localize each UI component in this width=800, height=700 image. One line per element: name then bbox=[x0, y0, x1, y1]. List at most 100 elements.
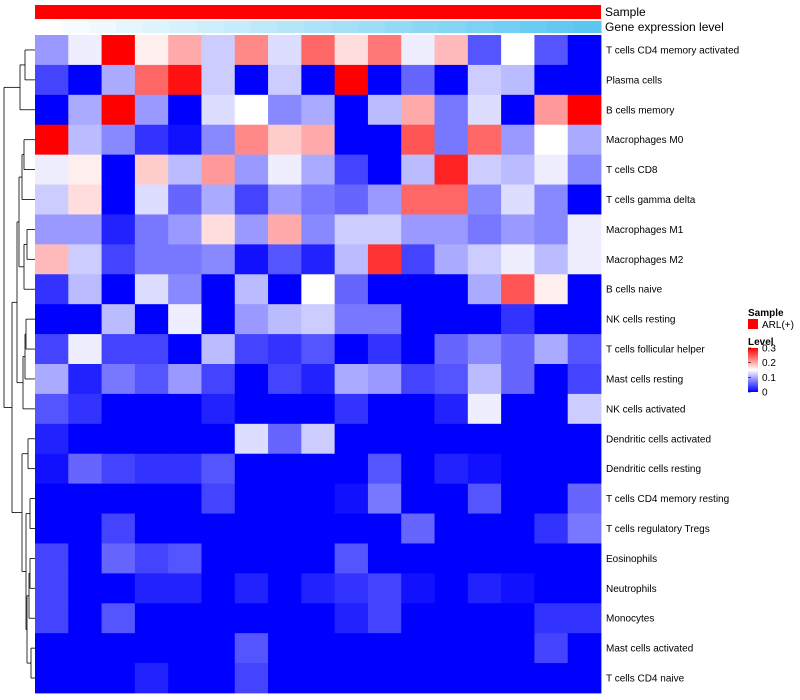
heatmap-cell bbox=[134, 154, 169, 185]
heatmap-cell bbox=[334, 244, 369, 275]
row-label: T cells regulatory Tregs bbox=[606, 524, 710, 535]
heatmap-cell bbox=[467, 124, 502, 156]
heatmap-cell bbox=[501, 184, 535, 215]
heatmap-cell bbox=[534, 334, 569, 365]
heatmap-cell bbox=[567, 633, 602, 664]
heatmap-cell bbox=[134, 334, 169, 365]
heatmap-cell bbox=[101, 94, 136, 126]
heatmap-cell bbox=[434, 423, 469, 455]
heatmap-cell bbox=[168, 393, 202, 425]
heatmap-cell bbox=[567, 35, 602, 66]
heatmap-cell bbox=[401, 543, 435, 574]
heatmap-cell bbox=[268, 603, 302, 634]
heatmap-cell bbox=[134, 184, 169, 215]
heatmap-cell bbox=[334, 633, 369, 664]
heatmap-cell bbox=[268, 513, 302, 544]
heatmap-cell bbox=[334, 154, 369, 185]
track-expression-cell bbox=[277, 21, 306, 33]
heatmap-cell bbox=[567, 513, 602, 544]
heatmap-cell bbox=[268, 274, 302, 305]
heatmap-cell bbox=[68, 423, 102, 455]
heatmap-cell bbox=[501, 423, 535, 455]
heatmap-cell bbox=[367, 124, 402, 156]
heatmap-cell bbox=[35, 274, 69, 305]
heatmap-cell bbox=[401, 633, 435, 664]
heatmap-cell bbox=[301, 393, 336, 425]
heatmap-cell bbox=[234, 214, 269, 245]
heatmap-cell bbox=[467, 304, 502, 335]
heatmap-cell bbox=[35, 543, 69, 574]
heatmap-cell bbox=[168, 603, 202, 634]
heatmap-cell bbox=[35, 573, 69, 604]
heatmap-cell bbox=[68, 393, 102, 425]
heatmap-cell bbox=[134, 603, 169, 634]
track-expression-cell bbox=[223, 21, 252, 33]
heatmap-cell bbox=[567, 214, 602, 245]
heatmap-cell bbox=[201, 364, 236, 395]
heatmap-cell bbox=[68, 483, 102, 514]
heatmap-cell bbox=[467, 154, 502, 185]
heatmap-cell bbox=[201, 633, 236, 664]
track-expression-cell bbox=[250, 21, 279, 33]
heatmap-cell bbox=[268, 483, 302, 514]
heatmap-cell bbox=[367, 573, 402, 604]
heatmap-cell bbox=[201, 124, 236, 156]
heatmap-cell bbox=[134, 304, 169, 335]
heatmap-cell bbox=[501, 64, 535, 96]
heatmap-cell bbox=[35, 35, 69, 66]
heatmap-cell bbox=[35, 364, 69, 395]
heatmap-cell bbox=[168, 64, 202, 96]
heatmap-cell bbox=[567, 304, 602, 335]
heatmap-cell bbox=[467, 214, 502, 245]
heatmap-cell bbox=[567, 184, 602, 215]
heatmap-cell bbox=[35, 124, 69, 156]
heatmap-cell bbox=[367, 663, 402, 694]
heatmap-cell bbox=[268, 64, 302, 96]
heatmap-cell bbox=[301, 663, 336, 694]
heatmap-cell bbox=[234, 304, 269, 335]
heatmap-cell bbox=[68, 334, 102, 365]
heatmap-cell bbox=[567, 453, 602, 485]
row-label: T cells CD4 memory resting bbox=[606, 494, 729, 505]
heatmap-cell bbox=[268, 393, 302, 425]
row-label: Eosinophils bbox=[606, 554, 657, 565]
heatmap-cell bbox=[234, 64, 269, 96]
heatmap-cell bbox=[401, 184, 435, 215]
track-expression-cell bbox=[61, 21, 90, 33]
track-expression-cell bbox=[169, 21, 198, 33]
heatmap-cell bbox=[534, 423, 569, 455]
heatmap-cell bbox=[367, 633, 402, 664]
heatmap-cell bbox=[467, 244, 502, 275]
heatmap-cell bbox=[35, 423, 69, 455]
heatmap-cell bbox=[134, 244, 169, 275]
heatmap-cell bbox=[201, 483, 236, 514]
row-label: Macrophages M2 bbox=[606, 255, 684, 266]
heatmap-cell bbox=[268, 543, 302, 574]
heatmap-cell bbox=[434, 453, 469, 485]
heatmap-cell bbox=[268, 573, 302, 604]
heatmap-cells bbox=[35, 35, 602, 694]
heatmap-cell bbox=[467, 543, 502, 574]
track-expression-cell bbox=[493, 21, 521, 33]
heatmap-cell bbox=[35, 244, 69, 275]
heatmap-cell bbox=[101, 124, 136, 156]
heatmap-cell bbox=[501, 154, 535, 185]
heatmap-cell bbox=[201, 573, 236, 604]
heatmap-cell bbox=[134, 364, 169, 395]
heatmap-cell bbox=[201, 94, 236, 126]
heatmap-cell bbox=[501, 543, 535, 574]
heatmap-cell bbox=[201, 423, 236, 455]
heatmap-cell bbox=[367, 423, 402, 455]
heatmap-cell bbox=[467, 603, 502, 634]
heatmap-cell bbox=[501, 124, 535, 156]
heatmap-cell bbox=[367, 154, 402, 185]
heatmap-cell bbox=[201, 334, 236, 365]
heatmap-cell bbox=[134, 573, 169, 604]
heatmap-cell bbox=[467, 423, 502, 455]
heatmap-cell bbox=[134, 94, 169, 126]
heatmap-cell bbox=[334, 513, 369, 544]
heatmap-cell bbox=[301, 274, 336, 305]
heatmap-cell bbox=[101, 423, 136, 455]
heatmap-cell bbox=[234, 573, 269, 604]
heatmap-cell bbox=[35, 304, 69, 335]
